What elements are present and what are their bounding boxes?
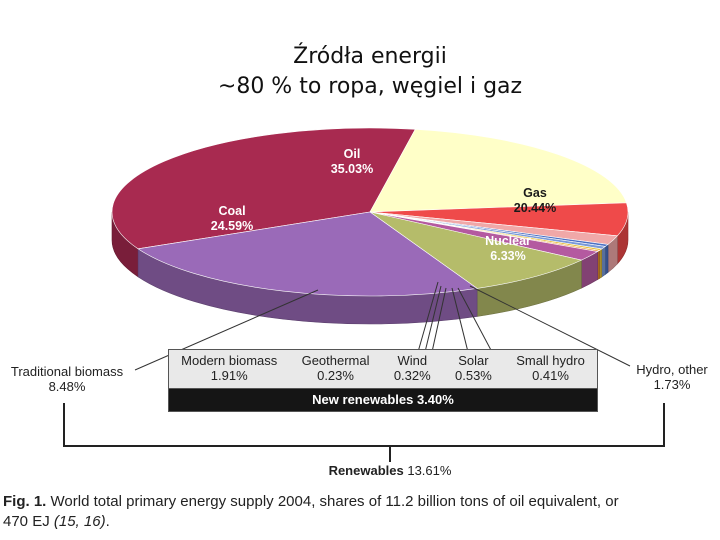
caption-text-1: World total primary energy supply 2004, … [50, 493, 619, 510]
pie-side-wind [599, 248, 603, 279]
wind-value: 0.32% [393, 368, 431, 383]
pie-label-coal-value: 24.59% [211, 219, 253, 233]
leader-solar [451, 287, 469, 353]
new-renewables-label: New renewables [312, 392, 414, 407]
traditional-biomass-name: Traditional biomass [10, 364, 124, 379]
modern-biomass-col: Modern biomass 1.91% [169, 350, 289, 388]
small-hydro-name: Small hydro [516, 353, 585, 368]
pie-label-nuclear-name: Nuclear [485, 234, 531, 248]
leader-lines [134, 281, 631, 371]
slide-title: Źródła energii ~80 % to ropa, węgiel i g… [0, 42, 720, 102]
pie-tops [111, 127, 629, 297]
pie-label-oil-value: 35.03% [331, 162, 373, 176]
leader-small-hydro [457, 287, 493, 353]
modern-biomass-name: Modern biomass [181, 353, 278, 368]
renewables-total: Renewables 13.61% [290, 463, 490, 478]
caption-end: . [105, 513, 110, 530]
pie-slice-traditional-biomass [369, 211, 583, 289]
figure-caption: Fig. 1. World total primary energy suppl… [3, 492, 719, 532]
caption-line-1: Fig. 1. World total primary energy suppl… [3, 492, 719, 512]
renewables-bracket [63, 403, 665, 447]
new-renewables-columns: Modern biomass 1.91% Geothermal 0.23% Wi… [168, 349, 598, 388]
pie-label-gas-name: Gas [523, 186, 547, 200]
caption-refs: (15, 16) [53, 513, 106, 530]
solar-name: Solar [458, 353, 489, 368]
small-hydro-col: Small hydro 0.41% [504, 350, 597, 388]
pie-side-small-hydro [605, 243, 609, 276]
solar-col: Solar 0.53% [443, 350, 504, 388]
geothermal-col: Geothermal 0.23% [289, 350, 381, 388]
leader-hydro-other [469, 285, 631, 367]
new-renewables-table: Modern biomass 1.91% Geothermal 0.23% Wi… [168, 349, 598, 412]
geothermal-name: Geothermal [301, 353, 370, 368]
traditional-biomass-label: Traditional biomass 8.48% [2, 364, 132, 394]
modern-biomass-value: 1.91% [210, 368, 248, 383]
renewables-label-value: 13.61% [407, 463, 452, 478]
hydro-other-value: 1.73% [653, 377, 691, 392]
pie-slice-gas [369, 128, 627, 213]
caption-fig: Fig. 1. [3, 493, 47, 510]
pie-slice-oil [111, 127, 416, 250]
leader-wind [431, 287, 447, 353]
small-hydro-value: 0.41% [532, 368, 569, 383]
caption-text-2: 470 EJ [3, 513, 50, 530]
solar-value: 0.53% [455, 368, 492, 383]
pie-label-coal-name: Coal [218, 204, 245, 218]
hydro-other-name: Hydro, other [636, 362, 708, 377]
wind-name: Wind [397, 353, 428, 368]
title-line-2: ~80 % to ropa, węgiel i gaz [217, 74, 523, 99]
caption-line-2: 470 EJ (15, 16). [3, 512, 719, 532]
geothermal-value: 0.23% [317, 368, 354, 383]
pie-slice-coal [137, 211, 478, 297]
pie-label-gas-value: 20.44% [514, 201, 556, 215]
pie-side-solar [601, 245, 606, 278]
hydro-other-label: Hydro, other 1.73% [622, 362, 720, 392]
leader-geothermal [424, 285, 442, 353]
renewables-label-text: Renewables [328, 463, 404, 478]
pie-label-oil-name: Oil [344, 147, 361, 161]
traditional-biomass-value: 8.48% [48, 379, 86, 394]
new-renewables-value: 3.40% [416, 392, 454, 407]
title-line-1: Źródła energii [293, 44, 447, 69]
pie-label-nuclear-value: 6.33% [490, 249, 525, 263]
leader-modern-biomass [417, 281, 439, 353]
wind-col: Wind 0.32% [382, 350, 443, 388]
new-renewables-total: New renewables 3.40% [168, 388, 598, 412]
leader-traditional-biomass [134, 289, 319, 371]
